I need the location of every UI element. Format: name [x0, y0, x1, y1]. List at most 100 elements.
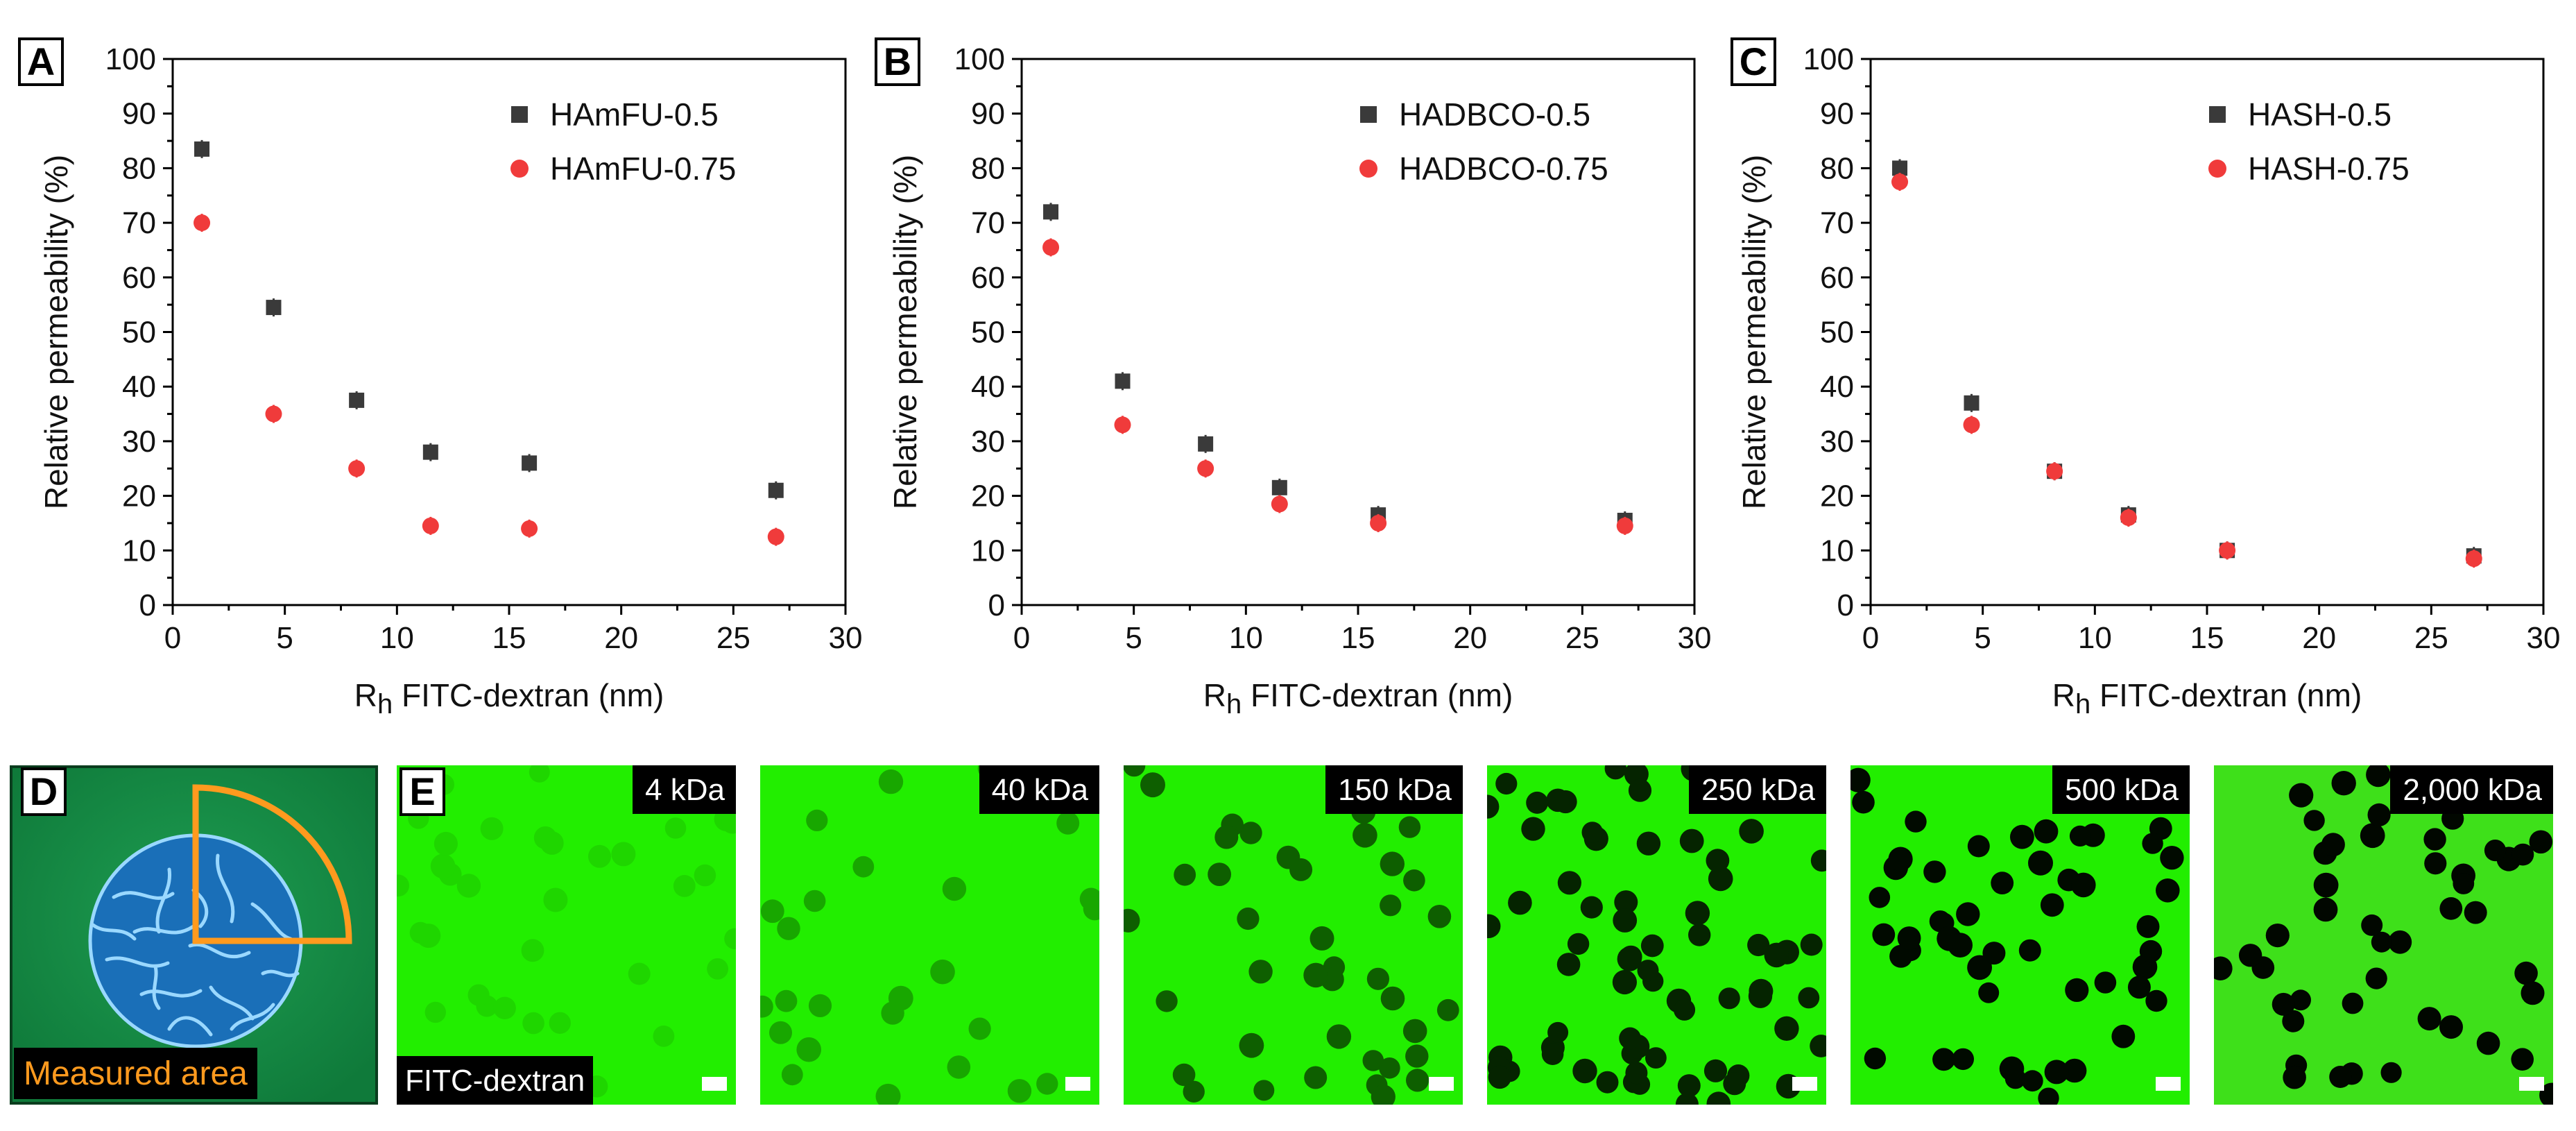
hydrogel-bead — [529, 765, 550, 783]
scale-bar — [2156, 1077, 2181, 1091]
micrograph-label: 4 kDa — [633, 765, 736, 814]
hydrogel-bead — [1905, 810, 1927, 833]
y-tick-label: 40 — [971, 370, 1005, 404]
hydrogel-bead — [2367, 803, 2391, 826]
hydrogel-bead — [760, 995, 773, 1018]
data-point — [1271, 479, 1287, 495]
probe-label: FITC-dextran — [397, 1056, 594, 1105]
micrograph-image — [760, 765, 1099, 1105]
hydrogel-bead — [881, 1001, 904, 1025]
hydrogel-bead — [1056, 811, 1080, 835]
data-point — [1042, 239, 1060, 256]
x-tick-label: 30 — [2527, 621, 2561, 655]
hydrogel-bead — [1304, 1066, 1328, 1089]
hydrogel-bead — [611, 842, 636, 867]
hydrogel-bead — [2360, 823, 2385, 849]
data-point — [1963, 416, 1980, 434]
y-tick-label: 60 — [1820, 261, 1854, 295]
hydrogel-bead — [1932, 1048, 1955, 1071]
x-axis-label: Rh FITC-dextran (nm) — [2052, 677, 2362, 720]
hydrogel-bead — [1774, 1016, 1799, 1041]
hydrogel-bead — [875, 1083, 901, 1105]
hydrogel-bead — [1371, 1085, 1396, 1105]
hydrogel-bead — [2365, 967, 2387, 989]
data-point — [1271, 495, 1288, 513]
hydrogel-bead — [2018, 939, 2041, 962]
hydrogel-bead — [1580, 896, 1603, 919]
hydrogel-bead — [796, 1037, 821, 1062]
x-axis-label-sub: h — [377, 689, 393, 720]
hydrogel-bead — [2065, 978, 2089, 1002]
hydrogel-bead — [2038, 1087, 2059, 1105]
hydrogel-bead — [1640, 934, 1664, 958]
hydrogel-bead — [1398, 816, 1421, 838]
hydrogel-bead — [1402, 1019, 1427, 1044]
y-tick-label: 90 — [1820, 97, 1854, 131]
y-tick-label: 60 — [122, 261, 156, 295]
hydrogel-bead — [2265, 924, 2290, 948]
x-tick-label: 25 — [2414, 621, 2448, 655]
micrograph-2000-kda: 2,000 kDa — [2214, 765, 2553, 1105]
hydrogel-bead — [1967, 955, 1992, 980]
y-tick-label: 0 — [988, 588, 1005, 622]
hydrogel-bead — [1677, 1074, 1701, 1098]
hydrogel-bead — [808, 994, 832, 1017]
y-tick-label: 80 — [971, 151, 1005, 185]
hydrogel-bead — [1628, 779, 1652, 802]
hydrogel-bead — [1978, 982, 2000, 1003]
y-tick-label: 10 — [971, 534, 1005, 568]
scatter-chart-a: 0 5 10 15 20 25 30 0 10 20 30 40 50 60 70 80 90 100 Relati… — [38, 42, 862, 720]
hydrogel-bead — [2361, 914, 2383, 936]
hydrogel-bead — [1239, 1032, 1264, 1058]
hydrogel-bead — [775, 989, 798, 1012]
legend-marker — [2208, 160, 2226, 178]
hydrogel-bead — [806, 809, 828, 831]
hydrogel-bead — [1897, 926, 1921, 950]
hydrogel-bead — [1253, 1080, 1275, 1101]
hydrogel-bead — [522, 1012, 544, 1035]
hydrogel-bead — [1679, 828, 1704, 853]
data-point — [266, 300, 282, 316]
hydrogel-bead — [673, 875, 696, 897]
schematic-drawing — [10, 765, 378, 1105]
y-tick-label: 100 — [105, 42, 156, 76]
hydrogel-bead — [1810, 849, 1826, 872]
hydrogel-bead — [1208, 862, 1231, 886]
hydrogel-bead — [2071, 872, 2096, 898]
hydrogel-bead — [1487, 914, 1501, 939]
hydrogel-bead — [1079, 887, 1099, 911]
hydrogel-bead — [493, 996, 516, 1019]
plot-frame — [1869, 58, 2545, 606]
y-tick-label: 20 — [122, 479, 156, 513]
hydrogel-bead — [2145, 989, 2167, 1012]
x-tick-label: 15 — [492, 621, 526, 655]
hydrogel-bead — [1999, 1056, 2025, 1082]
y-tick-label: 90 — [122, 97, 156, 131]
x-tick-label: 5 — [1974, 621, 1991, 655]
hydrogel-bead — [2142, 833, 2163, 854]
data-point — [521, 520, 538, 537]
hydrogel-bead — [2069, 825, 2091, 847]
hydrogel-bead — [2010, 824, 2034, 849]
panel-letter-a: A — [18, 37, 64, 86]
hydrogel-bead — [2423, 828, 2446, 851]
hydrogel-bead — [1557, 871, 1581, 895]
y-tick-label: 10 — [1820, 534, 1854, 568]
micrograph-500-kda: 500 kDa — [1851, 765, 2190, 1105]
y-tick-label: 30 — [1820, 425, 1854, 459]
hydrogel-bead — [2094, 971, 2117, 994]
data-point — [1891, 173, 1909, 191]
hydrogel-bead — [628, 962, 651, 985]
y-tick-label: 20 — [1820, 479, 1854, 513]
legend-marker — [511, 106, 528, 123]
y-tick-label: 0 — [139, 588, 156, 622]
x-axis-label-main: R — [1203, 677, 1226, 713]
hydrogel-bead — [540, 831, 564, 855]
x-tick-label: 15 — [2190, 621, 2224, 655]
panel-letter-d: D — [21, 767, 67, 816]
y-tick-label: 100 — [954, 42, 1005, 76]
x-axis-label-rest: FITC-dextran (nm) — [2090, 677, 2362, 713]
hydrogel-bead — [2417, 1007, 2441, 1031]
hydrogel-bead — [2388, 930, 2412, 954]
x-tick-label: 10 — [2078, 621, 2112, 655]
